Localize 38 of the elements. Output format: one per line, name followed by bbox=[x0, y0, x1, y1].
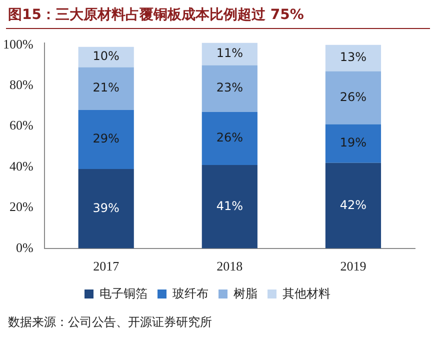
data-label: 21% bbox=[92, 80, 120, 95]
data-label: 41% bbox=[216, 198, 243, 213]
y-tick-label: 60% bbox=[9, 118, 34, 133]
data-label: 13% bbox=[340, 50, 367, 64]
bar bbox=[202, 65, 258, 112]
legend-label: 电子铜箔 bbox=[100, 286, 148, 300]
bar bbox=[202, 164, 258, 248]
y-tick-label: 40% bbox=[9, 158, 34, 174]
y-tick-label: 100% bbox=[2, 36, 34, 52]
bar bbox=[78, 110, 134, 170]
data-label: 39% bbox=[92, 200, 120, 215]
data-label: 42% bbox=[340, 198, 367, 212]
bar bbox=[78, 169, 134, 248]
y-tick-label: 20% bbox=[9, 199, 34, 214]
x-tick-label: 2019 bbox=[340, 258, 366, 274]
y-tick-label: 80% bbox=[9, 76, 34, 92]
y-tick-label: 0% bbox=[16, 240, 34, 255]
legend-label: 树脂 bbox=[234, 286, 258, 300]
chart-title: 图15：三大原材料占覆铜板成本比例超过 75% bbox=[8, 6, 304, 24]
bar bbox=[325, 71, 382, 124]
bar bbox=[78, 67, 134, 110]
data-label: 26% bbox=[216, 130, 243, 145]
legend-label: 其他材料 bbox=[282, 286, 330, 300]
data-label: 10% bbox=[92, 49, 120, 64]
data-label: 11% bbox=[216, 46, 243, 60]
data-label: 26% bbox=[340, 90, 367, 104]
bar bbox=[325, 162, 382, 248]
bar bbox=[325, 124, 382, 163]
data-label: 19% bbox=[340, 136, 367, 150]
data-label: 23% bbox=[216, 80, 243, 95]
bar bbox=[202, 112, 258, 165]
data-label: 29% bbox=[92, 132, 120, 146]
x-tick-label: 2018 bbox=[216, 258, 243, 274]
bar bbox=[202, 42, 258, 66]
source-note: 数据来源：公司公告、开源证券研究所 bbox=[8, 314, 212, 331]
bar bbox=[325, 44, 382, 72]
x-tick-label: 2017 bbox=[93, 258, 120, 274]
legend-label: 玻纤布 bbox=[172, 286, 208, 300]
